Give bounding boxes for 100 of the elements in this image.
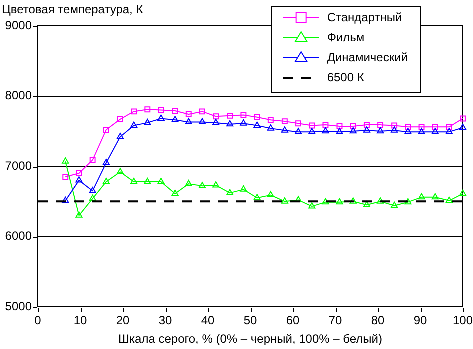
point xyxy=(459,124,467,130)
legend-label: Стандартный xyxy=(327,10,402,24)
point xyxy=(309,122,316,129)
point xyxy=(377,127,384,134)
x-tick-label: 60 xyxy=(286,313,300,328)
x-tick-label: 0 xyxy=(34,313,42,328)
point xyxy=(117,116,124,122)
y-tick-label: 6000 xyxy=(5,229,32,244)
point xyxy=(364,122,370,128)
point xyxy=(350,198,357,204)
x-axis-title: Шкала серого, % (0% – черный, 100% – белый) xyxy=(118,332,382,346)
point xyxy=(267,191,274,198)
point xyxy=(336,198,344,205)
point xyxy=(198,182,206,188)
point xyxy=(90,157,96,164)
point xyxy=(227,112,234,119)
point xyxy=(185,118,192,124)
x-tick-label: 100 xyxy=(452,313,473,328)
point xyxy=(294,128,302,134)
point xyxy=(363,126,370,133)
y-tick-label: 9000 xyxy=(5,18,32,32)
point xyxy=(62,174,69,180)
point xyxy=(377,198,384,204)
point xyxy=(76,176,83,183)
point xyxy=(378,122,384,128)
y-tick-label: 8000 xyxy=(5,88,32,103)
point xyxy=(460,116,466,122)
point xyxy=(226,189,234,196)
legend-label: 6500 К xyxy=(327,70,364,84)
point xyxy=(336,128,344,134)
point xyxy=(172,116,179,122)
point xyxy=(158,107,164,114)
point xyxy=(281,198,288,204)
point xyxy=(254,114,260,120)
point xyxy=(130,178,138,184)
point xyxy=(404,198,412,205)
point xyxy=(62,158,70,164)
point xyxy=(130,122,138,128)
point xyxy=(282,118,288,125)
point xyxy=(116,168,124,174)
point xyxy=(158,114,165,121)
point xyxy=(446,196,453,204)
point xyxy=(322,198,330,205)
point xyxy=(392,122,398,129)
point xyxy=(254,122,261,128)
point xyxy=(363,201,370,208)
y-axis-title: Цветовая температура, К xyxy=(2,2,144,16)
point xyxy=(89,187,96,194)
point xyxy=(391,202,398,208)
point xyxy=(240,112,247,118)
point xyxy=(158,178,165,184)
x-tick-label: 10 xyxy=(74,313,88,328)
point xyxy=(240,186,248,192)
point xyxy=(172,190,179,196)
point xyxy=(296,120,302,127)
x-tick-label: 40 xyxy=(201,313,215,328)
point xyxy=(322,127,330,134)
point xyxy=(350,123,356,130)
point xyxy=(432,193,439,200)
point xyxy=(418,124,425,130)
point xyxy=(240,120,248,126)
point xyxy=(336,123,343,130)
point xyxy=(432,124,438,130)
point xyxy=(102,158,110,166)
point xyxy=(198,118,206,124)
point xyxy=(391,126,398,133)
x-tick-label: 90 xyxy=(414,313,428,328)
point xyxy=(144,118,152,126)
point xyxy=(116,132,124,140)
point xyxy=(446,124,452,130)
point xyxy=(418,193,426,200)
x-tick-label: 70 xyxy=(328,313,342,328)
legend-label: Фильм xyxy=(327,30,365,44)
point xyxy=(459,190,467,196)
point xyxy=(212,181,220,188)
point xyxy=(418,128,426,134)
point xyxy=(432,128,439,134)
point xyxy=(76,212,83,218)
point xyxy=(268,117,274,124)
x-tick-label: 20 xyxy=(116,313,130,328)
point xyxy=(103,126,110,133)
point xyxy=(308,128,316,134)
point xyxy=(76,170,82,176)
point xyxy=(281,126,288,133)
point xyxy=(102,178,110,184)
point xyxy=(308,202,316,209)
point xyxy=(322,122,329,128)
point xyxy=(254,194,261,200)
point xyxy=(144,106,151,113)
point xyxy=(62,196,70,204)
x-tick-label: 50 xyxy=(244,313,258,328)
y-tick-label: 7000 xyxy=(5,158,32,173)
point xyxy=(350,127,357,134)
point xyxy=(144,178,152,184)
point xyxy=(226,120,234,127)
point xyxy=(404,128,412,134)
point xyxy=(89,194,96,202)
y-tick-label: 5000 xyxy=(5,299,32,314)
point xyxy=(446,128,453,134)
point xyxy=(405,124,412,130)
